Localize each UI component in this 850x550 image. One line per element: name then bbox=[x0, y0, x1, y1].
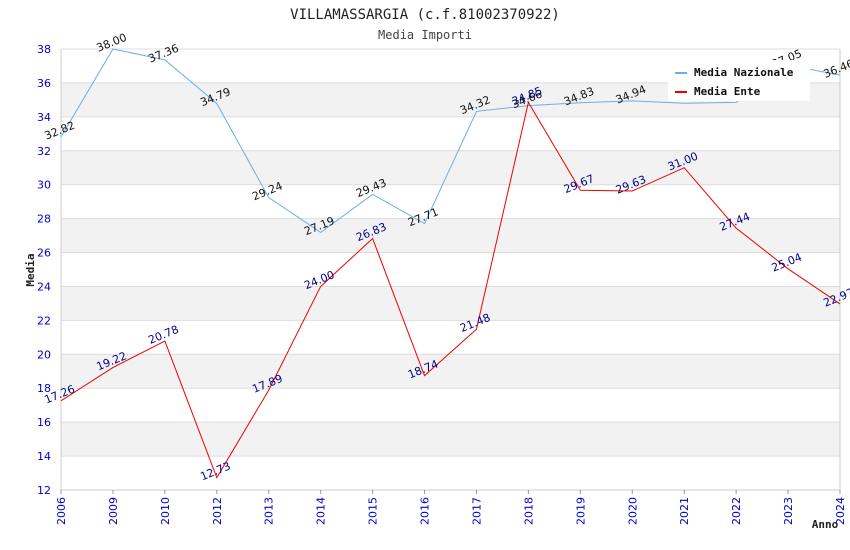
x-tick-label: 2023 bbox=[782, 497, 795, 525]
x-tick-label: 2017 bbox=[470, 497, 483, 525]
x-tick-label: 2006 bbox=[55, 497, 68, 525]
x-tick-label: 2022 bbox=[730, 497, 743, 525]
x-tick-label: 2024 bbox=[834, 497, 847, 525]
x-axis-label: Anno bbox=[812, 518, 839, 531]
y-axis-ticks: 12 14 16 18 20 22 24 26 28 30 32 34 36 38 bbox=[37, 43, 51, 497]
y-tick-label: 18 bbox=[37, 382, 51, 395]
chart-subtitle: Media Importi bbox=[378, 28, 472, 42]
y-tick-label: 24 bbox=[37, 280, 51, 293]
x-tick-label: 2012 bbox=[211, 497, 224, 525]
x-tick-label: 2019 bbox=[574, 497, 587, 525]
y-tick-label: 38 bbox=[37, 43, 51, 56]
series-line-media-nazionale bbox=[60, 48, 841, 233]
x-tick-label: 2016 bbox=[419, 497, 432, 525]
legend-label: Media Ente bbox=[694, 85, 761, 98]
x-tick-label: 2021 bbox=[678, 497, 691, 525]
y-tick-label: 20 bbox=[37, 348, 51, 361]
y-tick-label: 34 bbox=[37, 111, 51, 124]
legend-box bbox=[668, 60, 810, 101]
grid-bands bbox=[61, 82, 840, 457]
chart-title: VILLAMASSARGIA (c.f.81002370922) bbox=[290, 7, 560, 23]
x-axis-ticks: 2006 2009 2010 2012 2013 2014 2015 2016 2017 2018… bbox=[55, 490, 847, 525]
y-tick-label: 22 bbox=[37, 314, 51, 327]
x-tick-label: 2010 bbox=[159, 497, 172, 525]
legend: Media Nazionale Media Ente bbox=[668, 60, 810, 101]
series-line-media-ente bbox=[60, 101, 841, 479]
grid-band bbox=[61, 354, 840, 389]
y-tick-label: 12 bbox=[37, 484, 51, 497]
y-tick-label: 14 bbox=[37, 450, 51, 463]
y-tick-label: 28 bbox=[37, 213, 51, 226]
grid-band bbox=[61, 286, 840, 321]
y-tick-label: 36 bbox=[37, 77, 51, 90]
data-label-nazionale: 36.46 bbox=[822, 57, 850, 81]
y-tick-label: 30 bbox=[37, 179, 51, 192]
y-tick-label: 16 bbox=[37, 416, 51, 429]
data-label-ente: 25.04 bbox=[770, 251, 804, 275]
series-lines bbox=[60, 48, 841, 479]
y-axis-label: Media bbox=[24, 253, 37, 286]
y-tick-label: 32 bbox=[37, 145, 51, 158]
data-label-ente: 20.78 bbox=[147, 323, 181, 347]
grid-band bbox=[61, 218, 840, 253]
grid-band bbox=[61, 422, 840, 457]
x-tick-label: 2018 bbox=[522, 497, 535, 525]
x-tick-label: 2015 bbox=[367, 497, 380, 525]
data-label-ente: 12.73 bbox=[198, 459, 232, 483]
x-tick-label: 2020 bbox=[626, 497, 639, 525]
x-tick-label: 2013 bbox=[263, 497, 276, 525]
legend-label: Media Nazionale bbox=[694, 66, 794, 79]
x-tick-label: 2009 bbox=[107, 497, 120, 525]
y-tick-label: 26 bbox=[37, 247, 51, 260]
data-label-nazionale: 37.36 bbox=[147, 42, 181, 66]
x-tick-label: 2014 bbox=[315, 497, 328, 525]
